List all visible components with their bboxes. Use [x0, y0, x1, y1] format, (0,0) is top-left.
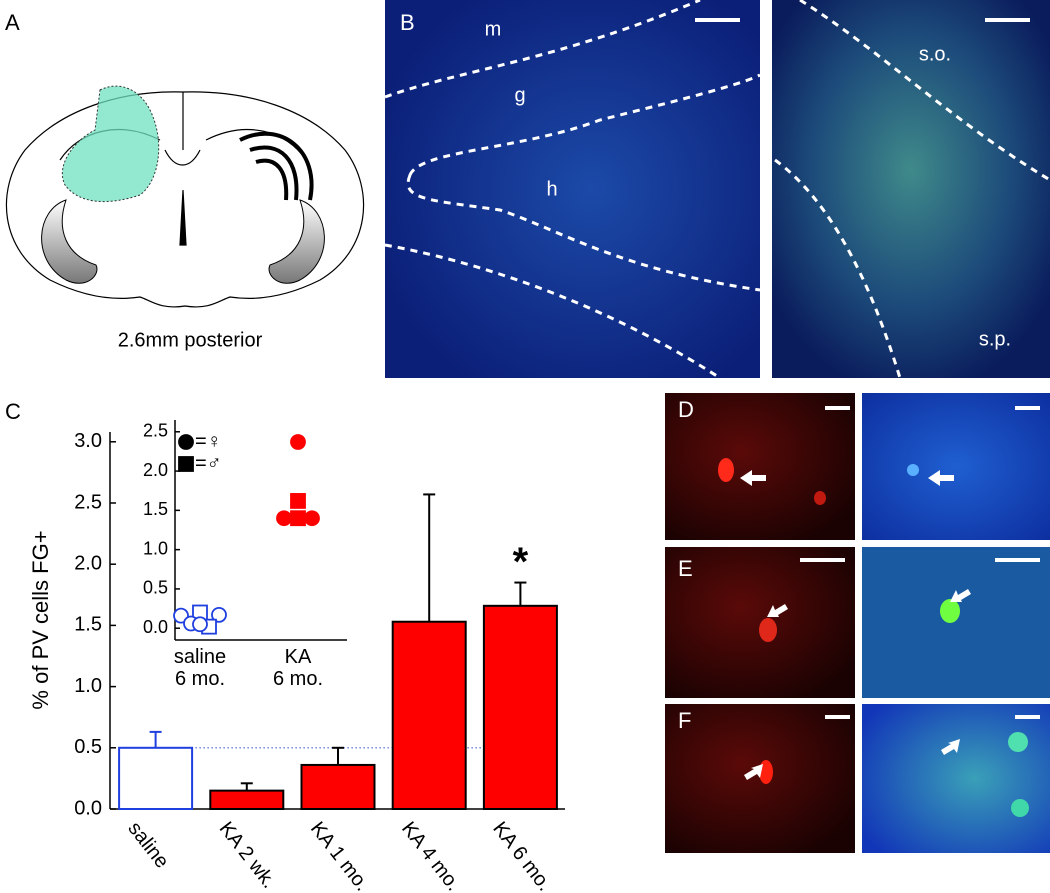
inset-y-tick-label: 0.0 [143, 617, 168, 637]
x-tick-label: KA 4 mo. [397, 818, 464, 893]
legend-label: =♂ [195, 452, 222, 474]
brain-diagram [5, 91, 365, 308]
inset-y-tick-label: 2.5 [143, 421, 168, 441]
y-tick-label: 2.0 [74, 552, 102, 574]
point [276, 510, 292, 527]
bar [391, 620, 467, 810]
panel-label: C [5, 399, 21, 424]
inset-y-tick-label: 1.0 [143, 538, 168, 558]
panel-label: F [678, 708, 691, 733]
x-tick-label: KA 6 mo. [488, 818, 555, 893]
inset-y-tick-label: 1.5 [143, 499, 168, 519]
region-label: s.o. [919, 43, 951, 65]
injection-site [61, 85, 160, 203]
micrograph [665, 547, 855, 698]
y-tick-label: 1.0 [74, 675, 102, 697]
panel-label: E [678, 556, 693, 581]
cells [718, 458, 1029, 817]
micrograph [862, 393, 1050, 540]
y-tick-label: 0.0 [74, 797, 102, 819]
micrograph [862, 704, 1050, 853]
micrograph [385, 0, 760, 378]
x-tick-label: KA 2 wk. [215, 818, 280, 893]
y-axis-title: % of PV cells FG+ [28, 530, 53, 709]
x-tick-label: saline [123, 818, 173, 873]
boundary-line [384, 0, 761, 380]
bar [482, 604, 558, 811]
panel-label: B [400, 10, 415, 35]
arrows [740, 470, 971, 780]
region-label: s.p. [979, 328, 1011, 350]
scale-bars [800, 406, 1040, 719]
y-tick-label: 3.0 [74, 430, 102, 452]
panel-label: D [678, 397, 694, 422]
x-tick-label: KA 1 mo. [306, 818, 373, 893]
legend-label: =♀ [195, 430, 222, 452]
point [290, 510, 306, 527]
region-label: g [514, 84, 525, 106]
point [290, 493, 306, 509]
inset-y-tick-label: 2.0 [143, 460, 168, 480]
inset-x-tick-label: KA 6 mo. [272, 646, 324, 690]
bar [118, 746, 194, 811]
point [304, 510, 320, 527]
y-tick-label: 0.5 [74, 736, 102, 758]
micrograph [862, 547, 1050, 698]
y-tick-label: 1.5 [74, 614, 102, 636]
inset-x-tick-label: saline 6 mo. [173, 646, 227, 690]
panel-label: A [5, 10, 20, 35]
point [290, 434, 306, 450]
inset-y-tick-label: 0.5 [143, 578, 168, 598]
caption: 2.6mm posterior [118, 329, 263, 351]
legend-marker [178, 434, 194, 450]
annotation: * [513, 540, 529, 584]
point [211, 606, 227, 623]
brain-region [268, 199, 325, 284]
y-tick-label: 2.5 [74, 491, 102, 513]
micrograph [772, 0, 1050, 378]
micrograph [665, 393, 855, 540]
brain-region [41, 199, 98, 284]
boundary-line [774, 0, 1050, 379]
point [192, 616, 208, 633]
legend-marker [178, 456, 194, 472]
region-label: h [546, 178, 557, 200]
bar [209, 789, 285, 810]
micrograph [665, 704, 855, 853]
region-label: m [485, 18, 502, 40]
bar [300, 763, 376, 810]
